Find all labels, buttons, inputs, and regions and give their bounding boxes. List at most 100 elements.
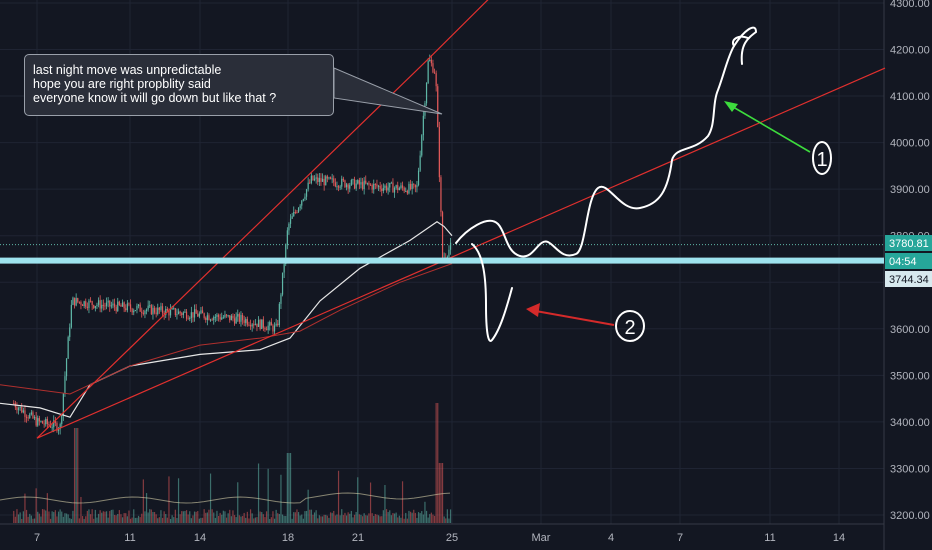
volume-bar <box>245 517 247 523</box>
candle-body <box>294 211 296 213</box>
volume-bar <box>32 518 34 523</box>
candle-body <box>309 182 311 184</box>
candle-body <box>125 308 127 311</box>
candle-body <box>350 180 352 186</box>
candle-body <box>105 302 108 307</box>
candle-body <box>365 180 367 184</box>
candle-body <box>262 319 264 328</box>
volume-bar <box>265 511 268 523</box>
volume-bar <box>393 513 396 523</box>
candle-body <box>152 307 154 315</box>
volume-bar <box>174 509 176 523</box>
volume-bar <box>283 515 285 523</box>
volume-bar <box>264 517 266 523</box>
volume-bar <box>54 510 56 523</box>
x-tick-label: 18 <box>282 532 294 544</box>
candle-body <box>173 308 175 310</box>
volume-bar <box>323 514 325 523</box>
volume-bar <box>166 517 168 523</box>
annotation-callout[interactable]: last night move was unpredictable hope y… <box>24 54 334 116</box>
candle-body <box>253 324 255 326</box>
candle-body <box>185 311 188 319</box>
y-tick-label: 3600.00 <box>890 324 930 336</box>
candle-body <box>425 83 428 104</box>
volume-bar <box>185 510 188 523</box>
candle-body <box>320 178 322 182</box>
candle-body <box>312 175 314 181</box>
candle-body <box>219 317 221 320</box>
volume-bar <box>64 513 66 523</box>
volume-bar <box>232 510 234 523</box>
x-tick-label: 14 <box>194 532 206 544</box>
mark-2-label: 2 <box>624 317 635 339</box>
candle-body <box>416 185 418 188</box>
volume-bar <box>413 509 415 523</box>
volume-bar <box>425 510 428 523</box>
candle-body <box>200 310 202 314</box>
volume-bar <box>443 516 445 523</box>
mark-2-circle <box>615 310 645 342</box>
green-arrow-shaft <box>727 103 811 153</box>
candle-body <box>328 177 330 179</box>
volume-bar <box>187 514 189 523</box>
volume-bar <box>211 509 213 523</box>
candle-body <box>78 301 80 303</box>
volume-bar <box>14 516 16 523</box>
candle-body <box>251 324 253 327</box>
volume-bar <box>112 509 114 523</box>
volume-bar <box>46 493 48 523</box>
candle-body <box>208 315 210 320</box>
candle-body <box>353 179 356 189</box>
volume-bar <box>445 518 447 523</box>
candle-body <box>414 184 416 188</box>
candle-body <box>433 72 436 74</box>
volume-bar <box>216 510 218 523</box>
x-tick-label: 4 <box>608 532 614 544</box>
volume-bar <box>331 512 333 523</box>
volume-bar <box>433 515 436 523</box>
volume-bar <box>56 516 58 523</box>
candle-body <box>77 298 79 302</box>
volume-bar <box>448 518 450 523</box>
volume-bar <box>437 403 439 523</box>
volume-bar <box>401 481 404 523</box>
candle-body <box>160 306 162 310</box>
volume-bar <box>201 517 204 523</box>
volume-bar <box>440 463 442 523</box>
volume-bar <box>350 510 352 523</box>
trendline <box>36 67 886 439</box>
countdown-badge: 04:54 <box>889 256 917 268</box>
candle-body <box>264 327 266 330</box>
candle-body <box>413 183 415 185</box>
moving-average-line <box>0 220 453 418</box>
candle-body <box>398 188 400 191</box>
candle-body <box>296 212 298 214</box>
volume-bar <box>293 512 295 523</box>
volume-bar <box>93 518 95 523</box>
candle-body <box>421 135 423 156</box>
candle-body <box>174 308 176 316</box>
volume-bar <box>286 453 288 523</box>
volume-bar <box>153 512 156 523</box>
candle-body <box>86 306 88 308</box>
candle-body <box>150 305 152 315</box>
volume-bar <box>339 515 341 523</box>
candle-body <box>184 311 186 313</box>
candle-body <box>176 314 178 316</box>
candle-body <box>141 311 143 313</box>
volume-bar <box>72 510 74 523</box>
candle-body <box>440 177 442 213</box>
volume-bar <box>73 428 76 523</box>
volume-bar <box>392 513 394 523</box>
volume-bar <box>347 512 349 523</box>
candle-body <box>438 127 440 178</box>
volume-bar <box>168 476 170 523</box>
candle-body <box>81 304 84 307</box>
volume-bar <box>334 515 336 523</box>
volume-bar <box>35 488 37 523</box>
candle-body <box>97 300 100 305</box>
candle-body <box>13 403 15 405</box>
volume-bar <box>435 403 437 523</box>
candle-body <box>427 61 429 84</box>
